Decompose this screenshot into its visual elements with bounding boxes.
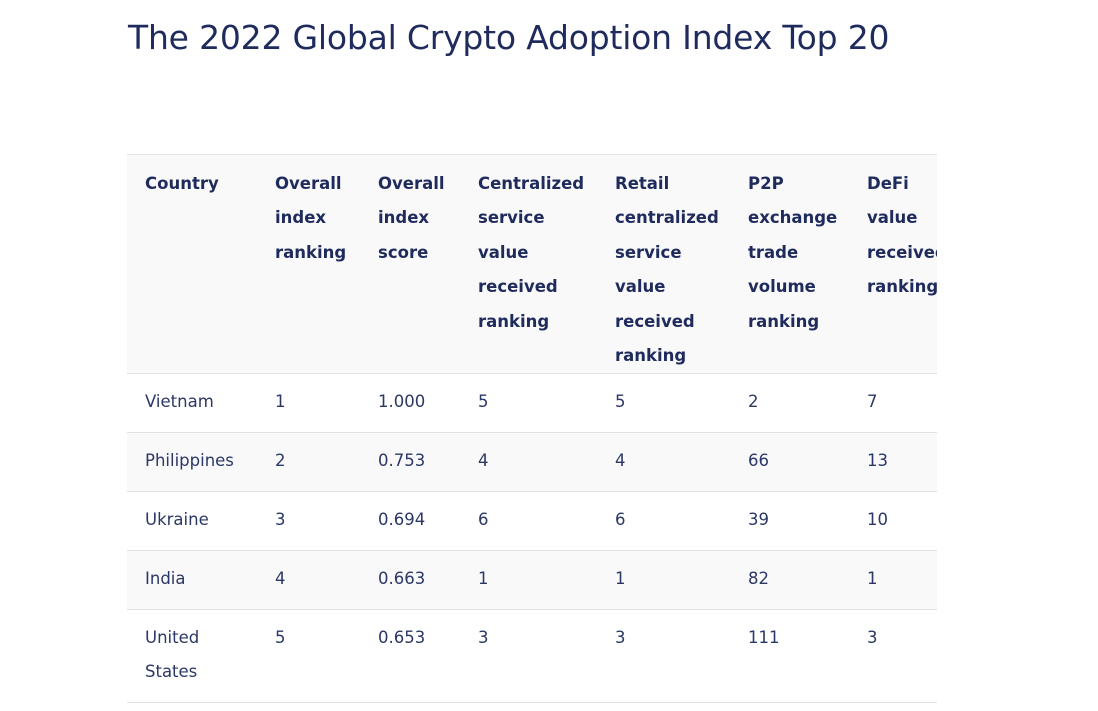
cell-country: Ukraine bbox=[127, 491, 257, 552]
cell-defi-ranking: 3 bbox=[849, 609, 937, 704]
table-row: Ukraine 3 0.694 6 6 39 10 bbox=[127, 491, 937, 552]
cell-retail-ranking: 4 bbox=[597, 432, 730, 493]
cell-country: United States bbox=[127, 609, 257, 704]
cell-defi-ranking: 13 bbox=[849, 432, 937, 493]
adoption-index-table: Country Overall index ranking Overall in… bbox=[127, 154, 937, 704]
table-row: United States 5 0.653 3 3 111 3 bbox=[127, 609, 937, 704]
cell-defi-ranking: 1 bbox=[849, 550, 937, 611]
cell-retail-ranking: 6 bbox=[597, 491, 730, 552]
cell-overall-ranking: 5 bbox=[257, 609, 360, 704]
cell-defi-ranking: 10 bbox=[849, 491, 937, 552]
cell-p2p-ranking: 2 bbox=[730, 373, 849, 434]
cell-overall-score: 0.653 bbox=[360, 609, 460, 704]
header-defi-value-ranking: DeFi value received ranking bbox=[849, 154, 937, 375]
table-header-row: Country Overall index ranking Overall in… bbox=[127, 154, 937, 375]
header-retail-centralized-ranking: Retail centralized service value receive… bbox=[597, 154, 730, 375]
header-overall-index-score: Overall index score bbox=[360, 154, 460, 375]
cell-p2p-ranking: 39 bbox=[730, 491, 849, 552]
header-centralized-service-ranking: Centralized service value received ranki… bbox=[460, 154, 597, 375]
cell-retail-ranking: 3 bbox=[597, 609, 730, 704]
cell-overall-score: 0.663 bbox=[360, 550, 460, 611]
cell-overall-ranking: 2 bbox=[257, 432, 360, 493]
cell-centralized-ranking: 5 bbox=[460, 373, 597, 434]
header-p2p-exchange-ranking: P2P exchange trade volume ranking bbox=[730, 154, 849, 375]
cell-p2p-ranking: 111 bbox=[730, 609, 849, 704]
adoption-index-table-container[interactable]: Country Overall index ranking Overall in… bbox=[127, 154, 937, 711]
cell-overall-score: 0.753 bbox=[360, 432, 460, 493]
cell-country: India bbox=[127, 550, 257, 611]
cell-overall-ranking: 3 bbox=[257, 491, 360, 552]
cell-centralized-ranking: 6 bbox=[460, 491, 597, 552]
table-row: Philippines 2 0.753 4 4 66 13 bbox=[127, 432, 937, 493]
table-row: India 4 0.663 1 1 82 1 bbox=[127, 550, 937, 611]
cell-p2p-ranking: 82 bbox=[730, 550, 849, 611]
cell-country: Vietnam bbox=[127, 373, 257, 434]
table-row: Vietnam 1 1.000 5 5 2 7 bbox=[127, 373, 937, 434]
page-title: The 2022 Global Crypto Adoption Index To… bbox=[128, 18, 890, 57]
cell-country: Philippines bbox=[127, 432, 257, 493]
cell-overall-ranking: 1 bbox=[257, 373, 360, 434]
header-overall-index-ranking: Overall index ranking bbox=[257, 154, 360, 375]
cell-overall-score: 0.694 bbox=[360, 491, 460, 552]
cell-overall-ranking: 4 bbox=[257, 550, 360, 611]
cell-retail-ranking: 5 bbox=[597, 373, 730, 434]
cell-centralized-ranking: 3 bbox=[460, 609, 597, 704]
cell-p2p-ranking: 66 bbox=[730, 432, 849, 493]
cell-defi-ranking: 7 bbox=[849, 373, 937, 434]
cell-retail-ranking: 1 bbox=[597, 550, 730, 611]
cell-centralized-ranking: 1 bbox=[460, 550, 597, 611]
cell-centralized-ranking: 4 bbox=[460, 432, 597, 493]
cell-overall-score: 1.000 bbox=[360, 373, 460, 434]
header-country: Country bbox=[127, 154, 257, 375]
